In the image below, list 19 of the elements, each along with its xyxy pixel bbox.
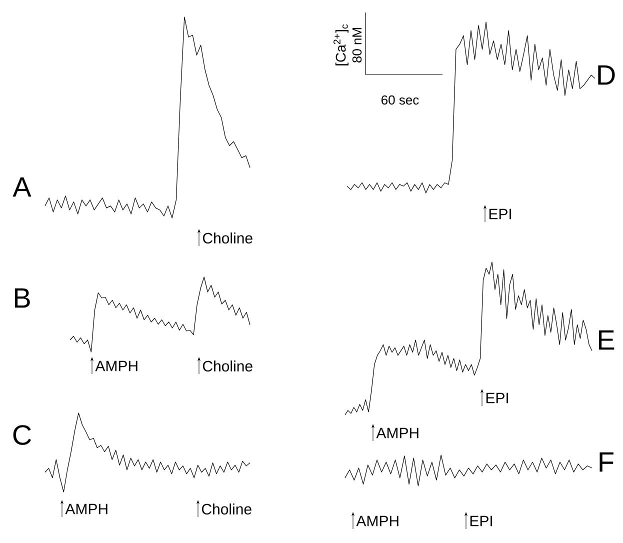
chart-title: B <box>14 288 30 308</box>
text: D <box>598 65 615 85</box>
text: Choline <box>202 504 252 515</box>
annotation: EPI <box>486 392 508 404</box>
text: A <box>12 177 32 197</box>
annotation: 80 nM <box>352 28 362 62</box>
text: AMPH <box>376 428 418 438</box>
text: AMPH <box>356 516 398 526</box>
annotation: 60 sec <box>382 95 419 105</box>
annotation: [Ca$^{2+}$]$_{c}$ <box>334 24 348 66</box>
text: EPI <box>470 516 492 526</box>
chart-title: C <box>13 425 32 445</box>
text: Choline <box>202 360 252 372</box>
text: E <box>598 330 614 350</box>
text: AMPH <box>95 360 138 372</box>
text: AMPH <box>65 504 108 514</box>
text: Choline <box>202 232 252 244</box>
text: EPI <box>489 208 511 220</box>
chart-title: F <box>600 452 614 472</box>
